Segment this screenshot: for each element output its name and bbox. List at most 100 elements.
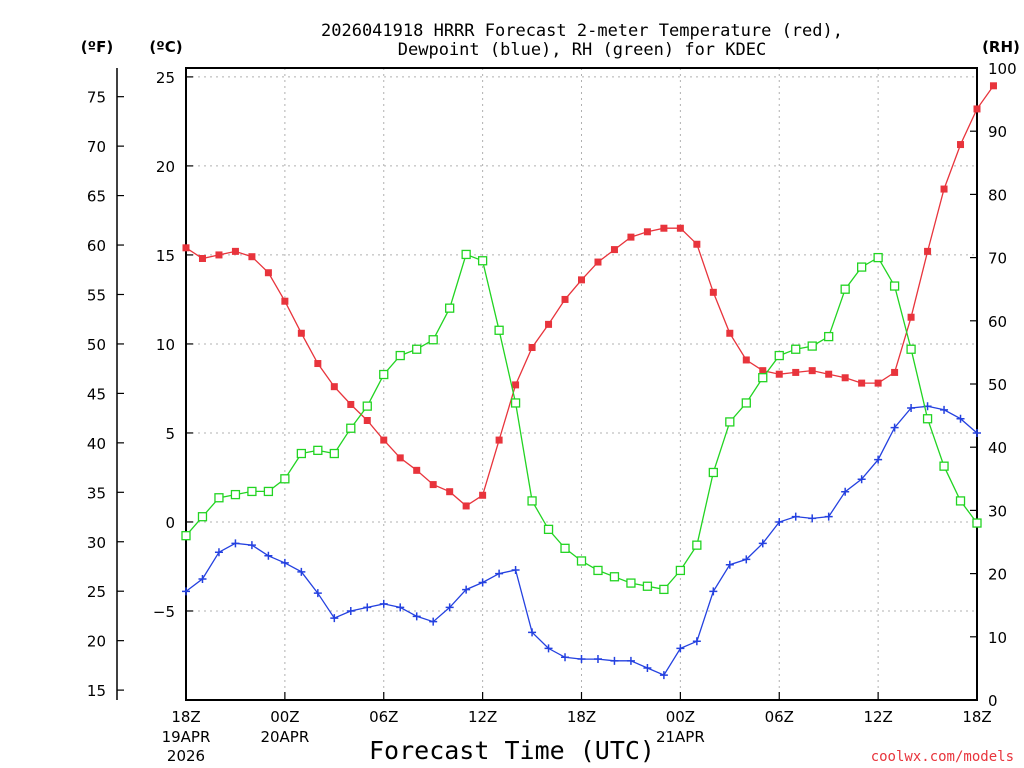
temperature-point-37 (792, 368, 800, 376)
temperature-point-8 (314, 360, 322, 368)
rh-point-40 (840, 284, 850, 294)
dewpoint-point-17 (462, 585, 471, 594)
dewpoint-point-6 (280, 558, 289, 567)
temperature-point-22 (545, 320, 553, 328)
celsius-tick-label: 5 (165, 425, 175, 443)
x-tick-label: 06Z (369, 708, 398, 726)
temperature-point-6 (281, 297, 289, 305)
temperature-point-49 (989, 82, 997, 90)
rh-point-21 (527, 496, 537, 506)
dewpoint-point-27 (626, 656, 635, 665)
x-axis-title: Forecast Time (UTC) (369, 736, 655, 765)
rh-unit-label: (RH) (982, 38, 1020, 56)
temperature-point-39 (825, 370, 833, 378)
rh-tick-label: 100 (988, 60, 1017, 78)
dewpoint-point-12 (379, 599, 388, 608)
fahrenheit-tick-label: 20 (87, 633, 106, 651)
rh-point-30 (675, 565, 686, 576)
x-tick-label: 18Z (567, 708, 596, 726)
temperature-point-34 (742, 356, 750, 364)
celsius-tick-label: 10 (156, 336, 175, 354)
rh-point-8 (313, 445, 323, 456)
temperature-point-24 (578, 276, 585, 284)
rh-point-5 (263, 486, 274, 497)
temperature-point-12 (380, 436, 388, 444)
temperature-point-41 (858, 379, 866, 387)
temperature-point-31 (693, 240, 701, 248)
rh-tick-label: 0 (988, 692, 998, 710)
rh-point-10 (346, 423, 356, 433)
dewpoint-point-44 (907, 404, 916, 413)
dewpoint-point-36 (775, 517, 784, 526)
temperature-point-20 (512, 381, 520, 389)
rh-point-39 (824, 331, 834, 342)
dewpoint-point-32 (709, 587, 718, 596)
dewpoint-point-10 (346, 606, 355, 615)
temperature-point-21 (528, 344, 536, 352)
fahrenheit-tick-label: 15 (87, 682, 106, 700)
rh-point-27 (626, 578, 636, 588)
temperature-point-36 (775, 370, 783, 378)
dewpoint-point-8 (313, 589, 322, 598)
dewpoint-point-18 (478, 578, 487, 587)
temperature-point-42 (874, 379, 882, 387)
dewpoint-point-9 (330, 614, 339, 623)
dewpoint-point-39 (824, 512, 833, 521)
fahrenheit-tick-label: 70 (87, 138, 106, 156)
x-tick-label: 18Z (962, 708, 991, 726)
rh-point-46 (939, 461, 949, 471)
dewpoint-point-11 (363, 603, 372, 612)
temperature-point-25 (594, 258, 602, 266)
rh-tick-label: 80 (988, 186, 1007, 204)
celsius-tick-label: 0 (165, 514, 175, 532)
dewpoint-point-20 (511, 566, 520, 575)
temperature-point-47 (957, 141, 965, 149)
temperature-point-26 (610, 246, 618, 254)
rh-point-23 (560, 543, 570, 553)
rh-point-48 (972, 518, 982, 528)
temperature-point-19 (495, 436, 503, 444)
dewpoint-point-21 (528, 628, 537, 637)
rh-point-33 (725, 417, 735, 427)
fahrenheit-tick-label: 75 (87, 89, 106, 107)
rh-point-22 (543, 524, 554, 535)
temperature-point-27 (627, 233, 635, 241)
rh-point-15 (428, 335, 438, 345)
series-layer (181, 82, 997, 680)
temperature-point-44 (907, 313, 915, 321)
dewpoint-point-48 (973, 428, 981, 437)
dewpoint-point-25 (593, 655, 602, 664)
dewpoint-point-46 (940, 405, 949, 414)
fahrenheit-unit-label: (ºF) (81, 38, 113, 56)
x-tick-year: 2026 (167, 747, 205, 765)
temperature-point-23 (561, 295, 569, 303)
temperature-point-1 (198, 254, 206, 262)
dewpoint-point-42 (874, 455, 883, 464)
dewpoint-point-29 (659, 671, 668, 680)
temperature-point-43 (891, 368, 899, 376)
dewpoint-point-38 (808, 514, 817, 523)
temperature-point-18 (479, 491, 487, 499)
dewpoint-point-34 (742, 555, 751, 564)
temperature-point-46 (940, 185, 948, 193)
dewpoint-point-13 (396, 603, 405, 612)
temperature-point-15 (429, 481, 437, 489)
chart-title-line1: 2026041918 HRRR Forecast 2-meter Tempera… (321, 21, 843, 41)
rh-tick-label: 20 (988, 566, 1007, 584)
rh-point-41 (856, 262, 867, 272)
rh-point-14 (412, 344, 422, 354)
rh-tick-label: 70 (988, 250, 1007, 268)
rh-tick-label: 10 (988, 629, 1007, 647)
rh-point-16 (445, 303, 455, 313)
rh-point-24 (576, 556, 587, 566)
fahrenheit-tick-label: 65 (87, 188, 106, 206)
dewpoint-point-47 (956, 414, 965, 423)
x-tick-label: 00Z (270, 708, 299, 726)
fahrenheit-tick-label: 40 (87, 435, 106, 453)
dewpoint-point-35 (758, 539, 767, 548)
fahrenheit-tick-label: 60 (87, 237, 106, 255)
rh-point-29 (659, 584, 669, 595)
temperature-point-13 (396, 454, 404, 462)
